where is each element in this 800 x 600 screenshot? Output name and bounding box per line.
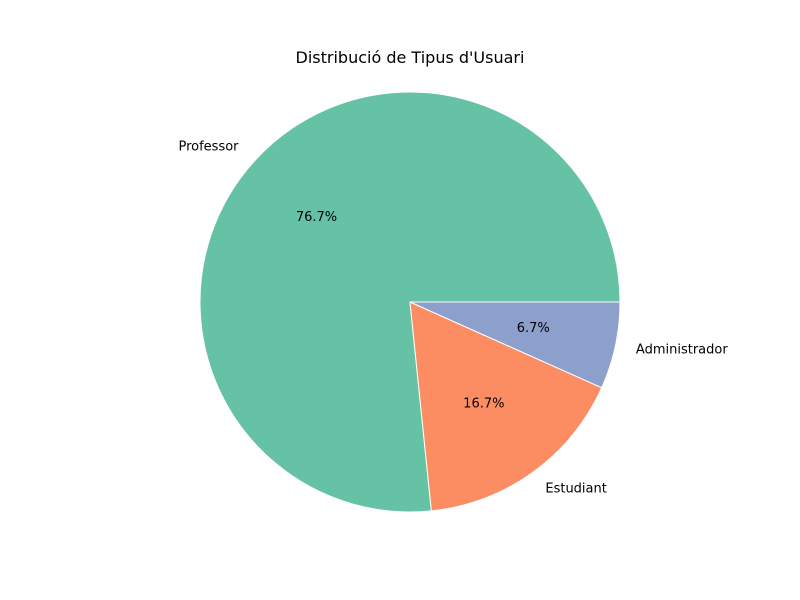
percent-label-administrador: 6.7% xyxy=(517,321,550,336)
chart-title: Distribució de Tipus d'Usuari xyxy=(296,48,525,67)
slice-label-estudiant: Estudiant xyxy=(545,482,607,497)
percent-label-professor: 76.7% xyxy=(296,210,337,225)
slice-label-administrador: Administrador xyxy=(636,343,728,358)
pie-slices xyxy=(199,91,621,513)
pie-slice-estudiant xyxy=(409,301,603,512)
pie-labels: Professor 76.7% Estudiant 16.7% Administrado… xyxy=(178,140,728,497)
percent-label-estudiant: 16.7% xyxy=(463,397,504,412)
pie-slice-administrador xyxy=(409,301,621,389)
slice-label-professor: Professor xyxy=(178,140,239,155)
pie-slice-professor xyxy=(199,91,621,513)
